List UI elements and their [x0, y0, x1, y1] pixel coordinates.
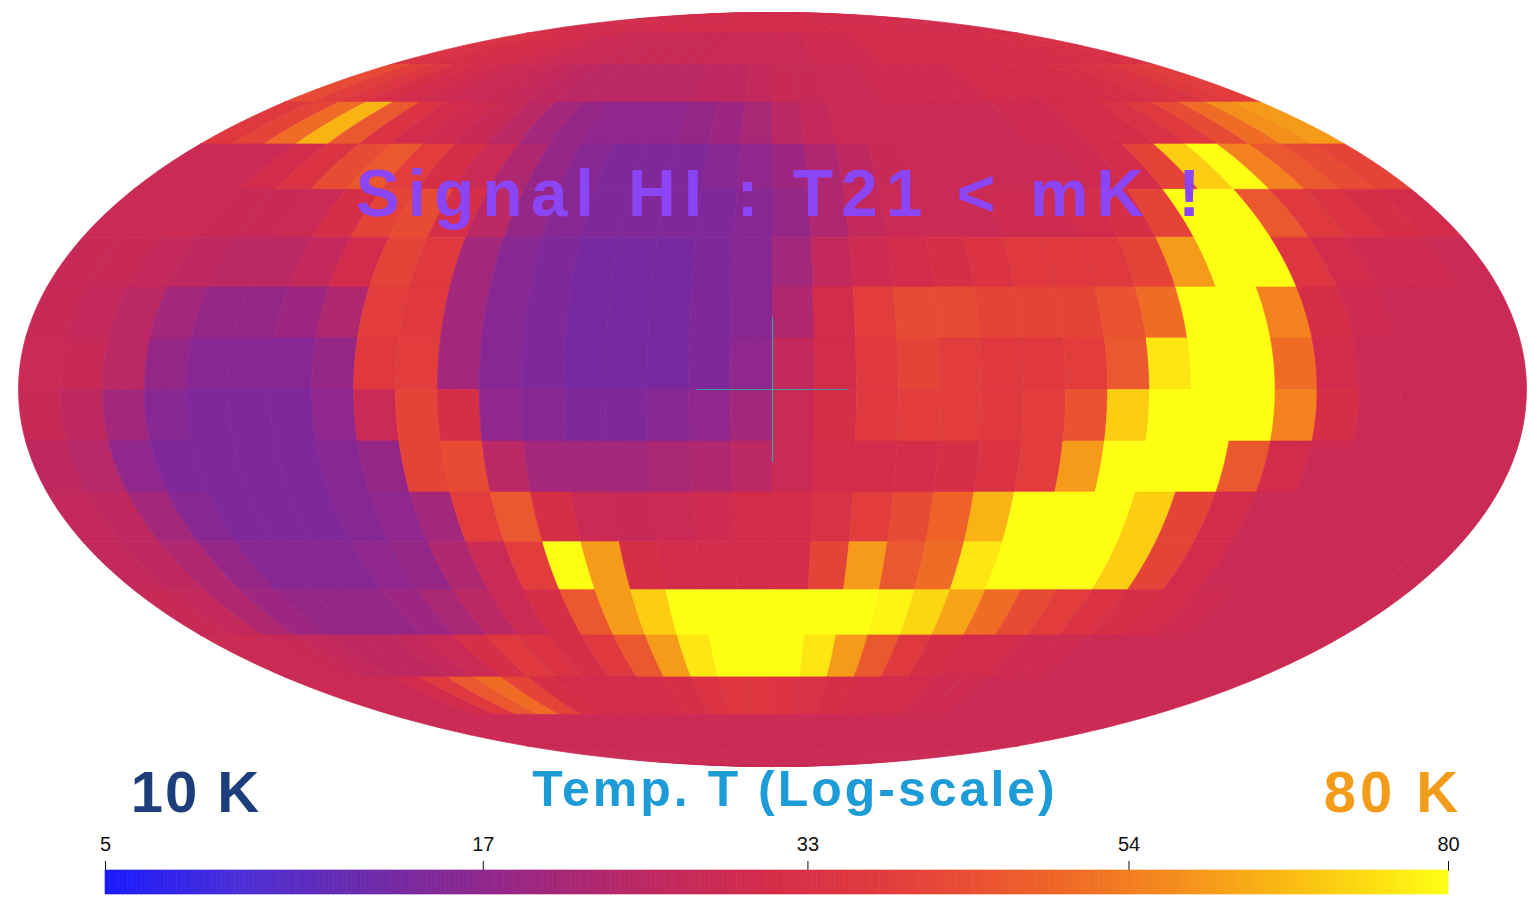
svg-text:33: 33 — [797, 833, 819, 855]
svg-text:17: 17 — [472, 833, 494, 855]
svg-text:54: 54 — [1118, 833, 1140, 855]
html-text:Signal HI : T21 < mK !: Signal HI : T21 < mK ! — [355, 156, 1209, 230]
svg-text:5: 5 — [100, 833, 111, 855]
html-text:Temp. T (Log-scale): Temp. T (Log-scale) — [532, 761, 1058, 817]
svg-text:80: 80 — [1437, 833, 1459, 855]
html-text:80 K: 80 K — [1323, 759, 1463, 824]
html-text:10 K: 10 K — [130, 759, 262, 824]
